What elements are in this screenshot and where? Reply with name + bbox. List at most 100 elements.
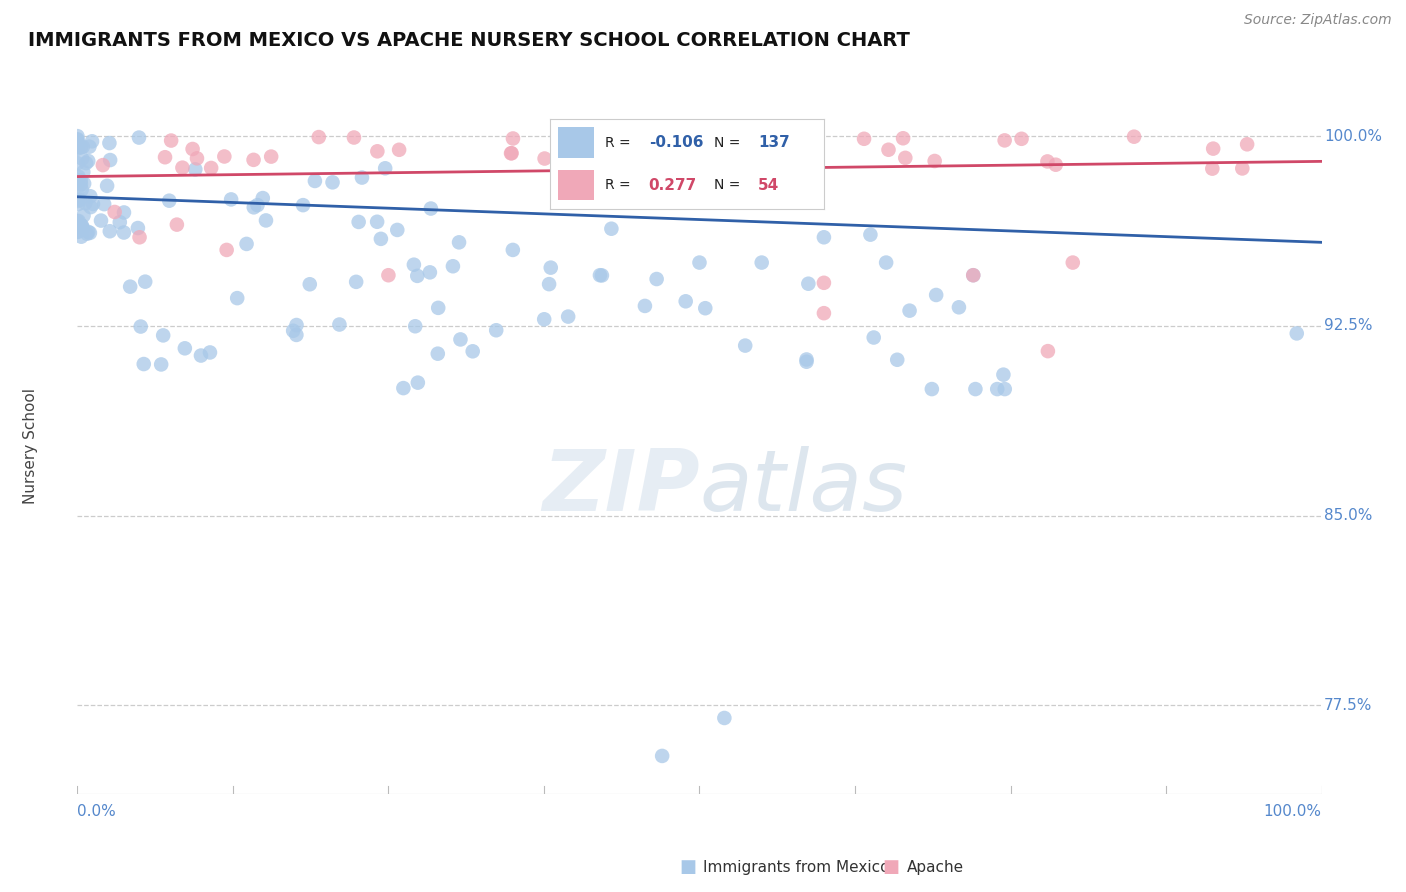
Point [813,276,835,290]
Point [66,156,89,170]
Point [651,748,673,763]
Text: 137: 137 [758,135,790,150]
Text: 92.5%: 92.5% [1324,318,1372,334]
Text: IMMIGRANTS FROM MEXICO VS APACHE NURSERY SCHOOL CORRELATION CHART: IMMIGRANTS FROM MEXICO VS APACHE NURSERY… [28,31,910,50]
Point [73,177,96,191]
Point [292,198,315,212]
Point [813,230,835,244]
Point [1062,255,1084,269]
Point [553,141,575,155]
Point [91,158,114,172]
Point [79,189,101,203]
Point [796,352,818,367]
Point [645,272,668,286]
Point [93,197,115,211]
Point [756,154,779,169]
Point [242,153,264,167]
Point [388,143,411,157]
Point [689,255,711,269]
Point [387,223,409,237]
Point [66,174,89,188]
Point [79,139,101,153]
Point [600,221,623,235]
Point [283,324,305,338]
Bar [558,169,593,201]
Text: R =: R = [605,136,636,150]
Point [557,310,579,324]
Point [70,173,93,187]
Point [392,381,415,395]
Point [675,294,697,309]
Point [120,279,142,293]
Point [426,347,449,361]
Point [69,193,91,207]
Point [328,318,350,332]
Point [877,143,900,157]
Point [198,345,221,359]
Text: 85.0%: 85.0% [1324,508,1372,523]
Text: 100.0%: 100.0% [1324,128,1382,144]
Point [285,327,308,342]
Point [538,277,561,292]
Point [617,146,640,161]
Point [589,268,612,283]
Point [90,213,112,227]
Point [308,130,330,145]
Point [75,156,97,170]
Text: 0.277: 0.277 [648,178,697,193]
Point [134,275,156,289]
Point [1011,132,1033,146]
Point [112,226,135,240]
Point [370,232,392,246]
Point [1036,344,1059,359]
Point [66,184,89,198]
Point [780,150,803,164]
Point [304,174,326,188]
Point [70,152,93,166]
Point [886,352,908,367]
Point [157,194,180,208]
Point [173,341,195,355]
Point [104,205,127,219]
Text: R =: R = [605,178,636,192]
Point [994,382,1017,396]
Point [688,146,710,161]
Point [374,161,396,176]
Point [1232,161,1254,176]
Point [366,215,388,229]
Point [96,178,118,193]
Point [681,130,703,145]
Point [962,268,984,283]
Point [734,338,756,352]
Point [67,169,90,184]
Point [1036,154,1059,169]
Point [72,220,94,235]
Point [242,200,264,214]
Text: 77.5%: 77.5% [1324,698,1372,713]
Point [862,330,884,344]
Point [461,344,484,359]
Point [643,132,665,146]
Point [153,150,176,164]
Point [891,131,914,145]
Point [350,170,373,185]
Point [796,355,818,369]
Point [1285,326,1308,341]
Point [813,306,835,320]
Point [66,132,89,146]
Point [200,161,222,175]
Point [540,260,562,275]
Point [377,268,399,283]
Point [344,275,367,289]
Point [70,183,93,197]
Point [70,140,93,154]
Text: Nursery School: Nursery School [22,388,38,504]
Text: ZIP: ZIP [541,446,700,529]
Point [254,213,277,227]
Point [67,197,90,211]
Point [77,154,100,169]
Point [347,215,370,229]
Point [797,277,820,291]
Point [962,268,984,283]
Point [186,152,208,166]
